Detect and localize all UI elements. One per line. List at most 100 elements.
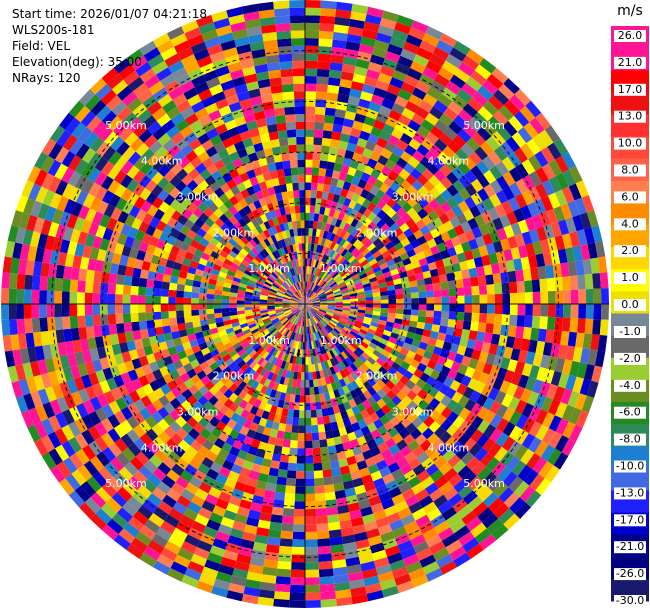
gate-cell-1651 <box>372 349 382 358</box>
gate-cell-680 <box>305 299 312 304</box>
gate-cell-2589 <box>246 516 260 527</box>
gate-cell-879 <box>569 166 583 184</box>
gate-cell-462 <box>396 157 408 169</box>
gate-cell-189 <box>350 81 364 92</box>
gate-cell-3158 <box>56 461 72 479</box>
gate-cell-1590 <box>502 407 515 422</box>
gate-cell-91 <box>313 213 320 222</box>
gate-cell-2166 <box>316 347 322 356</box>
gate-cell-3108 <box>126 429 140 443</box>
gate-cell-2750 <box>198 507 213 520</box>
gate-cell-218 <box>340 164 350 174</box>
gate-cell-724 <box>329 281 337 288</box>
gate-cell-1566 <box>344 324 353 331</box>
gate-cell-2531 <box>286 385 292 395</box>
gate-cell-959 <box>581 195 595 213</box>
gate-cell-2662 <box>242 460 254 471</box>
gate-cell-895 <box>409 254 419 264</box>
gate-cell-1228 <box>517 304 526 316</box>
gate-cell-2978 <box>202 400 214 412</box>
gate-cell-3159 <box>50 465 66 483</box>
gate-cell-931 <box>383 271 392 279</box>
gate-cell-737 <box>409 223 420 234</box>
gate-cell-3346 <box>109 365 121 378</box>
gate-cell-2657 <box>256 424 266 435</box>
gate-cell-2845 <box>278 334 285 343</box>
gate-cell-925 <box>340 287 349 293</box>
gate-cell-919 <box>575 180 589 198</box>
gate-cell-2292 <box>314 394 321 403</box>
gate-cell-3148 <box>120 419 133 434</box>
gate-cell-1035 <box>561 233 573 249</box>
gate-cell-543 <box>415 162 427 175</box>
gate-cell-71 <box>317 61 331 70</box>
gate-cell-2919 <box>113 534 131 550</box>
gate-cell-2646 <box>285 346 291 355</box>
gate-cell-2812 <box>251 380 260 390</box>
gate-cell-2564 <box>295 333 299 342</box>
gate-cell-3323 <box>276 311 284 315</box>
gate-cell-140 <box>328 146 339 156</box>
gate-cell-3098 <box>188 384 199 395</box>
gate-cell-3227 <box>115 397 128 411</box>
gate-cell-2623 <box>248 470 260 481</box>
gate-cell-1060 <box>453 270 463 281</box>
gate-cell-2263 <box>332 475 343 485</box>
gate-cell-1856 <box>381 394 392 405</box>
gate-cell-4736 <box>291 175 299 184</box>
gate-cell-2784 <box>210 462 223 474</box>
gate-cell-1817 <box>391 395 402 406</box>
gate-cell-1447 <box>354 320 363 326</box>
gate-cell-887 <box>353 279 362 285</box>
gate-cell-2484 <box>299 334 302 342</box>
gate-cell-2863 <box>197 445 210 457</box>
gate-cell-624 <box>434 169 447 182</box>
gate-cell-1229 <box>525 304 533 316</box>
gate-cell-2923 <box>284 320 291 328</box>
gate-cell-4776 <box>298 174 305 183</box>
gate-cell-268 <box>370 94 384 106</box>
gate-cell-1900 <box>394 422 406 434</box>
gate-cell-2118 <box>408 567 426 581</box>
gate-cell-2743 <box>222 459 234 471</box>
gate-cell-876 <box>548 176 562 193</box>
gate-cell-2842 <box>291 316 297 324</box>
gate-cell-1126 <box>350 298 359 302</box>
gate-cell-3005 <box>271 329 279 337</box>
gate-cell-2655 <box>261 410 270 420</box>
gate-cell-1231 <box>540 304 549 317</box>
gate-cell-1870 <box>448 473 463 488</box>
gate-cell-2232 <box>355 538 370 550</box>
gate-cell-2035 <box>425 534 442 548</box>
gate-cell-1171 <box>388 299 397 304</box>
gate-cell-321 <box>308 290 312 298</box>
gate-cell-3347 <box>102 367 114 381</box>
gate-cell-1383 <box>473 340 484 352</box>
gate-cell-3682 <box>282 300 290 303</box>
gate-cell-3298 <box>170 353 180 363</box>
gate-cell-1061 <box>461 269 471 279</box>
gate-cell-1716 <box>517 464 533 481</box>
gate-cell-382 <box>380 148 393 160</box>
gate-cell-3462 <box>132 330 142 341</box>
gate-cell-408 <box>335 244 343 253</box>
gate-cell-2872 <box>157 500 173 515</box>
gate-cell-809 <box>364 266 373 273</box>
gate-cell-1313 <box>552 330 562 345</box>
gate-cell-2237 <box>363 575 380 587</box>
gate-cell-248 <box>323 238 330 248</box>
gate-cell-3727 <box>244 291 253 296</box>
gate-cell-1504 <box>471 369 483 382</box>
gate-cell-1425 <box>485 353 496 366</box>
gate-cell-2789 <box>191 494 205 508</box>
gate-cell-4777 <box>297 167 305 175</box>
gate-cell-3389 <box>84 361 96 375</box>
gate-cell-1184 <box>487 294 495 304</box>
gate-cell-1498 <box>430 353 440 363</box>
gate-cell-2421 <box>296 463 305 472</box>
gate-cell-1544 <box>467 378 479 391</box>
gate-cell-1729 <box>355 347 365 355</box>
gate-cell-2576 <box>271 421 280 431</box>
gate-cell-3398 <box>18 378 31 396</box>
gate-cell-3058 <box>192 390 204 401</box>
